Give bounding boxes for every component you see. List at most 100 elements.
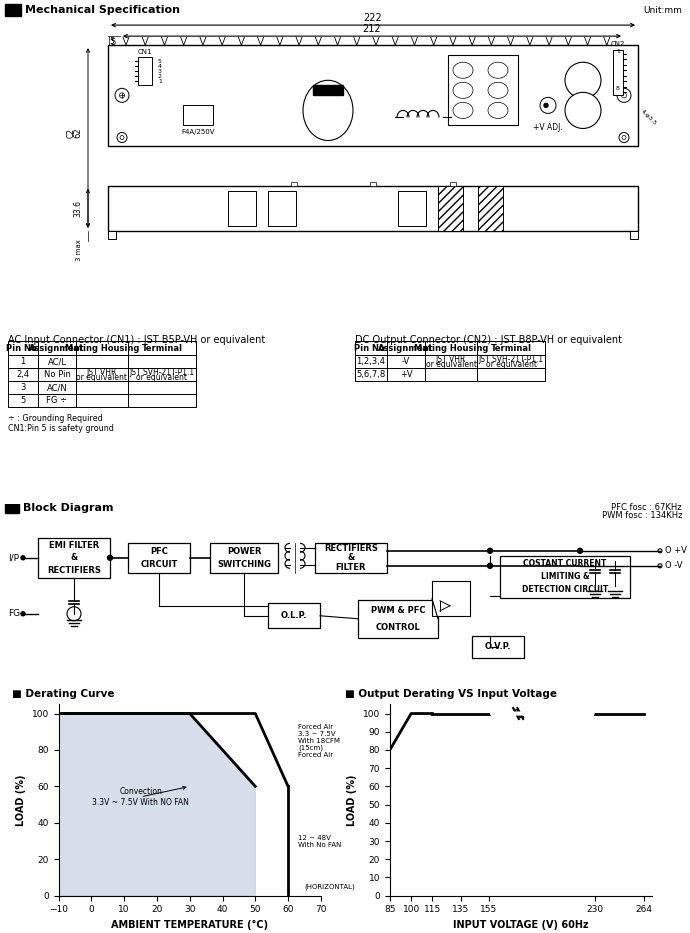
Bar <box>387 369 425 382</box>
Text: Mating Housing: Mating Housing <box>65 343 139 353</box>
Bar <box>76 369 128 382</box>
Text: CN2: CN2 <box>611 41 625 48</box>
Text: FG: FG <box>8 609 20 619</box>
Text: 2: 2 <box>158 75 162 79</box>
Text: or equivalent: or equivalent <box>77 373 128 382</box>
Text: &: & <box>70 553 77 563</box>
Bar <box>425 369 477 382</box>
Text: or equivalent: or equivalent <box>426 360 477 369</box>
Text: 5: 5 <box>111 38 116 48</box>
Text: 2,4: 2,4 <box>17 370 30 380</box>
Text: 5: 5 <box>21 397 26 406</box>
Text: POWER: POWER <box>227 547 262 556</box>
Text: 8: 8 <box>616 87 620 91</box>
Bar <box>108 186 638 230</box>
Bar <box>38 537 110 578</box>
Y-axis label: LOAD (%): LOAD (%) <box>16 774 26 826</box>
Circle shape <box>544 104 548 107</box>
Text: JST SVH-21T-P1.1: JST SVH-21T-P1.1 <box>130 368 195 377</box>
Bar <box>290 182 297 186</box>
Circle shape <box>21 556 25 560</box>
Text: O -V: O -V <box>665 562 682 570</box>
Text: Terminal: Terminal <box>491 343 531 353</box>
Bar <box>128 341 196 355</box>
Bar <box>8 395 38 408</box>
Circle shape <box>117 132 127 143</box>
Text: 1,2,3,4: 1,2,3,4 <box>357 357 386 367</box>
Text: CONTROL: CONTROL <box>375 622 420 632</box>
Bar <box>5 504 19 513</box>
Bar <box>387 355 425 369</box>
Bar <box>268 190 296 226</box>
Bar <box>8 369 38 382</box>
Text: -V: -V <box>402 357 410 367</box>
Polygon shape <box>59 714 255 896</box>
Circle shape <box>488 549 493 553</box>
Text: Block Diagram: Block Diagram <box>23 503 113 513</box>
Text: 1: 1 <box>616 49 620 54</box>
Text: PWM fosc : 134KHz: PWM fosc : 134KHz <box>602 511 682 521</box>
Text: (HORIZONTAL): (HORIZONTAL) <box>304 884 355 890</box>
Text: 212: 212 <box>363 24 382 35</box>
Text: JST SVH-21T-P1.1: JST SVH-21T-P1.1 <box>478 355 544 364</box>
Text: EMI FILTER: EMI FILTER <box>49 541 99 550</box>
Circle shape <box>578 564 582 568</box>
Circle shape <box>565 92 601 129</box>
Text: AC Input Connector (CN1) : JST B5P-VH or equivalent: AC Input Connector (CN1) : JST B5P-VH or… <box>8 335 265 345</box>
Text: Mechanical Specification: Mechanical Specification <box>25 5 180 15</box>
Circle shape <box>21 612 25 616</box>
Text: ÷ : Grounding Required: ÷ : Grounding Required <box>8 413 103 423</box>
Bar <box>8 382 38 395</box>
Text: Pin No.: Pin No. <box>354 343 388 353</box>
Text: 4,φ3.5: 4,φ3.5 <box>640 108 658 127</box>
Text: Pin No.: Pin No. <box>6 343 40 353</box>
Text: C2: C2 <box>67 128 76 138</box>
Ellipse shape <box>303 80 353 141</box>
Bar <box>449 182 455 186</box>
Circle shape <box>115 89 129 103</box>
Text: FG ÷: FG ÷ <box>46 397 68 406</box>
Circle shape <box>622 135 626 140</box>
Circle shape <box>578 549 582 553</box>
Text: Mating Housing: Mating Housing <box>414 343 489 353</box>
Bar <box>313 85 343 95</box>
Text: O.V.P.: O.V.P. <box>484 642 511 651</box>
Y-axis label: LOAD (%): LOAD (%) <box>347 774 357 826</box>
Text: AC/L: AC/L <box>48 357 66 367</box>
Bar <box>477 369 545 382</box>
Bar <box>355 369 387 382</box>
Text: 5: 5 <box>110 36 115 46</box>
Bar <box>387 341 425 355</box>
Text: RECTIFIERS: RECTIFIERS <box>324 544 378 553</box>
Text: Assignment: Assignment <box>29 343 85 353</box>
Text: I/P: I/P <box>8 553 19 563</box>
Circle shape <box>67 606 81 620</box>
Bar <box>425 355 477 369</box>
Circle shape <box>120 135 124 140</box>
Text: or equivalent: or equivalent <box>486 360 537 369</box>
Circle shape <box>540 97 556 114</box>
Bar <box>228 190 256 226</box>
Bar <box>630 230 638 239</box>
Text: 12 ~ 48V
With No FAN: 12 ~ 48V With No FAN <box>298 834 342 847</box>
Text: +V: +V <box>400 370 413 380</box>
Bar <box>448 55 518 125</box>
Bar <box>8 355 38 369</box>
Text: O +V: O +V <box>665 547 687 555</box>
Bar <box>128 395 196 408</box>
Bar <box>5 4 21 16</box>
Text: &: & <box>347 553 355 563</box>
Bar <box>315 543 387 573</box>
Circle shape <box>658 564 662 568</box>
Text: JST VHR: JST VHR <box>436 355 466 364</box>
Text: CN1: CN1 <box>138 49 152 55</box>
Text: Forced Air
3.3 ~ 7.5V
With 18CFM
(15cm)
Forced Air: Forced Air 3.3 ~ 7.5V With 18CFM (15cm) … <box>298 724 340 759</box>
Bar <box>210 543 278 573</box>
Text: 3 max: 3 max <box>76 239 82 260</box>
Text: 5: 5 <box>158 59 162 64</box>
Bar <box>38 382 76 395</box>
Text: +V ADJ.: +V ADJ. <box>533 123 563 132</box>
Bar <box>128 355 196 369</box>
Bar <box>128 369 196 382</box>
Text: 33.6: 33.6 <box>73 200 82 216</box>
